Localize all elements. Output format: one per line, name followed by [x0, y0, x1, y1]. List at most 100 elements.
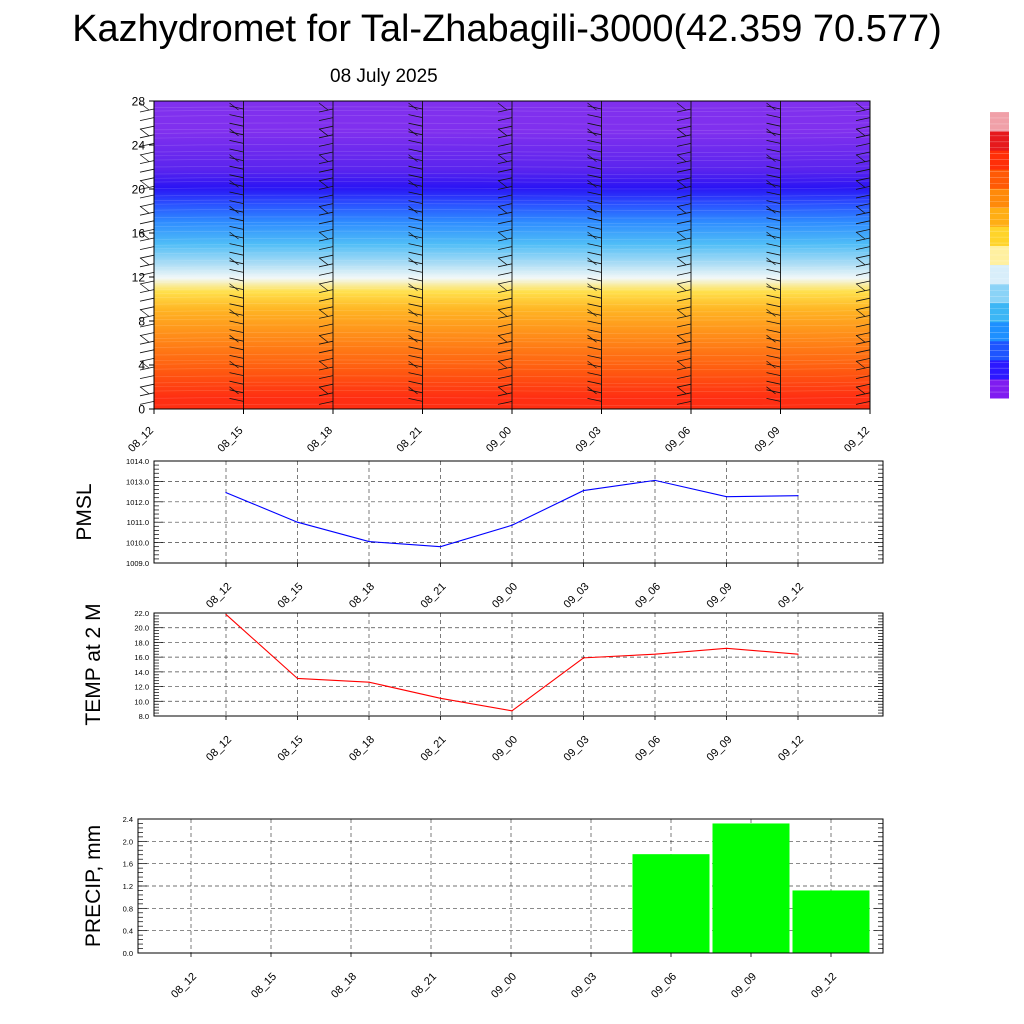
wind-barb: [766, 363, 781, 368]
wind-barb: [408, 251, 423, 256]
wind-barb-flag: [855, 231, 866, 240]
wind-barb-flag: [497, 102, 508, 111]
contour-line: [153, 221, 871, 224]
wind-barb-flag: [318, 231, 329, 240]
wind-barb-flag: [318, 257, 329, 266]
wind-barb: [766, 303, 781, 308]
wind-barb: [587, 389, 602, 394]
wind-barb: [408, 234, 423, 239]
wind-barb: [855, 125, 871, 130]
colorbar-swatch: [990, 359, 1009, 380]
wind-barb: [855, 401, 871, 405]
wind-barb: [408, 380, 423, 385]
wind-barb: [139, 289, 155, 293]
wind-barb: [587, 303, 602, 308]
wind-barb: [497, 263, 513, 268]
wind-barb: [139, 349, 155, 354]
contour-line: [153, 385, 871, 388]
page-title: Kazhydromet for Tal-Zhabagili-3000(42.35…: [72, 8, 942, 50]
wind-barb-flag: [587, 360, 597, 369]
wind-barb: [766, 355, 781, 359]
pmsl-y-tick-label: 1009.0: [126, 559, 149, 568]
wind-barb-flag: [318, 309, 329, 317]
wind-barb: [855, 323, 871, 328]
wind-barb: [497, 186, 513, 190]
wind-barb: [229, 148, 244, 153]
wind-barb: [139, 177, 155, 182]
wind-barb: [318, 315, 334, 319]
pmsl-y-tick-label: 1013.0: [126, 477, 149, 486]
wind-barb-flag: [497, 128, 508, 137]
temp-frame: [153, 612, 884, 717]
wind-barb: [408, 277, 423, 282]
wind-barb-flag: [855, 283, 866, 291]
wind-barb: [766, 140, 781, 144]
wind-barb: [497, 323, 513, 328]
contour-line: [153, 114, 871, 117]
wind-barb-flag: [855, 257, 866, 266]
wind-barb-flag: [497, 257, 508, 266]
temp-x-tick-label: 09_03: [562, 734, 592, 764]
wind-barb: [229, 200, 244, 204]
wind-barb: [139, 401, 155, 405]
wind-barb: [318, 125, 334, 130]
x-tick-label: 09_00: [484, 425, 514, 455]
pmsl-x-tick-label: 08_12: [204, 581, 234, 611]
wind-barb: [229, 286, 244, 290]
wind-barb: [766, 122, 781, 127]
wind-barb: [587, 234, 602, 239]
x-tick-label: 08_12: [126, 425, 156, 455]
precip-x-tick-label: 09_12: [809, 971, 839, 1001]
wind-barb-flag: [497, 334, 508, 343]
wind-barb: [318, 108, 334, 113]
wind-barb: [766, 183, 781, 187]
wind-barb: [676, 340, 692, 345]
precip-frame: [137, 818, 884, 954]
wind-barb: [766, 337, 781, 342]
pmsl-data-point: [439, 546, 442, 548]
wind-barb: [229, 226, 244, 230]
contour-line: [153, 208, 871, 211]
contour-line: [153, 238, 871, 241]
colorbar-swatch: [990, 169, 1009, 189]
temp-y-tick-label: 20.0: [134, 624, 149, 633]
wind-barb: [676, 323, 692, 328]
wind-barb: [766, 312, 781, 316]
wind-barb: [766, 226, 781, 230]
wind-barb: [676, 229, 692, 233]
wind-barb-flag: [587, 309, 597, 317]
wind-barb: [229, 329, 244, 333]
wind-barb: [318, 323, 334, 328]
contour-line: [153, 359, 871, 362]
wind-barb: [229, 363, 244, 368]
colorbar-swatch: [990, 321, 1009, 342]
pmsl-y-tick-label: 1014.0: [126, 457, 149, 466]
wind-barb: [318, 263, 334, 268]
wind-barb: [676, 289, 692, 293]
wind-barb: [408, 363, 423, 368]
wind-barb: [497, 211, 513, 216]
wind-barb: [497, 160, 513, 164]
wind-barb: [139, 203, 155, 207]
wind-barb: [318, 194, 334, 199]
contour-line: [153, 266, 871, 269]
wind-barb: [587, 312, 602, 316]
wind-barb-flag: [318, 128, 329, 137]
wind-barb: [676, 383, 692, 388]
colorbar-swatch: [990, 264, 1009, 285]
wind-barb-flag: [318, 180, 329, 188]
wind-barb-flag: [587, 231, 597, 240]
wind-barb-flag: [497, 231, 508, 240]
wind-barb: [855, 280, 871, 285]
wind-barb: [408, 260, 423, 265]
y-tick-label: 12: [132, 271, 146, 285]
wind-barb: [766, 174, 781, 179]
wind-barb: [766, 200, 781, 204]
wind-barb: [676, 280, 692, 285]
temp-data-point: [511, 710, 513, 712]
wind-barb: [766, 269, 781, 273]
precip-x-tick-label: 08_21: [409, 971, 439, 1001]
precip-y-tick-label: 0.8: [123, 904, 133, 913]
wind-barb: [229, 165, 244, 170]
wind-barb-flag: [766, 386, 776, 395]
